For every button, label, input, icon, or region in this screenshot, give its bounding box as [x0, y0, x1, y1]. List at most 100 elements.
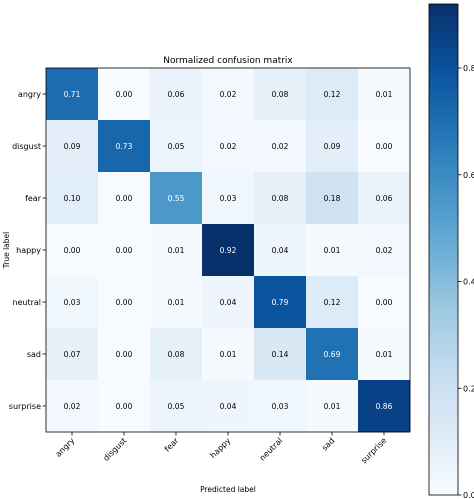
heatmap-cell	[306, 380, 359, 433]
cell-value-label: 0.03	[64, 298, 81, 307]
cell-value-label: 0.86	[376, 402, 393, 411]
x-tick-label: angry	[54, 436, 77, 459]
cell-value-label: 0.06	[168, 90, 185, 99]
cell-value-label: 0.05	[168, 142, 185, 151]
cell-value-label: 0.04	[220, 402, 237, 411]
cell-value-label: 0.00	[116, 350, 133, 359]
cell-value-label: 0.04	[220, 298, 237, 307]
x-tick-label: sad	[320, 436, 336, 452]
cell-value-label: 0.01	[324, 246, 341, 255]
heatmap-cell	[46, 172, 99, 225]
x-axis-label: Predicted label	[200, 485, 256, 494]
heatmap-cell	[254, 224, 307, 277]
cell-value-label: 0.02	[220, 142, 237, 151]
cell-value-label: 0.09	[324, 142, 341, 151]
cell-value-label: 0.00	[116, 90, 133, 99]
y-tick-label: happy	[16, 246, 41, 255]
heatmap-cell	[358, 68, 411, 121]
heatmap-cell	[46, 328, 99, 381]
cell-value-label: 0.01	[220, 350, 237, 359]
cell-value-label: 0.10	[64, 194, 81, 203]
heatmap-cell	[358, 224, 411, 277]
cell-value-label: 0.00	[64, 246, 81, 255]
cell-value-label: 0.05	[168, 402, 185, 411]
heatmap-cell	[306, 172, 359, 225]
cell-value-label: 0.92	[220, 246, 237, 255]
cell-value-label: 0.55	[168, 194, 185, 203]
heatmap-cell	[254, 172, 307, 225]
heatmap-cell	[358, 276, 411, 329]
x-tick-label: neutral	[258, 436, 285, 463]
colorbar-tick-label: 0.6	[463, 171, 474, 180]
cell-value-label: 0.02	[272, 142, 289, 151]
cell-value-label: 0.03	[220, 194, 237, 203]
cell-value-label: 0.00	[116, 298, 133, 307]
colorbar-tick-label: 0.2	[463, 384, 474, 393]
heatmap-cell	[202, 380, 255, 433]
heatmap-cell	[98, 68, 151, 121]
y-axis-label: True label	[2, 232, 11, 269]
heatmap-cell	[46, 276, 99, 329]
x-tick-label: disgust	[102, 436, 129, 463]
heatmap-cell	[202, 68, 255, 121]
colorbar-tick-label: 0.4	[463, 278, 474, 287]
x-tick-label: fear	[163, 436, 181, 454]
cell-value-label: 0.02	[220, 90, 237, 99]
cell-value-label: 0.01	[168, 298, 185, 307]
heatmap-cell	[202, 224, 255, 277]
cell-value-label: 0.08	[272, 194, 289, 203]
heatmap-cell	[358, 120, 411, 173]
heatmap-cell	[150, 328, 203, 381]
heatmap-cell	[254, 328, 307, 381]
colorbar	[428, 3, 459, 496]
heatmap-cell	[358, 380, 411, 433]
heatmap-cell	[306, 224, 359, 277]
cell-value-label: 0.01	[376, 90, 393, 99]
heatmap-cell	[254, 276, 307, 329]
heatmap-cell	[46, 224, 99, 277]
cell-value-label: 0.03	[272, 402, 289, 411]
cell-value-label: 0.06	[376, 194, 393, 203]
heatmap-cell	[98, 120, 151, 173]
y-tick-label: angry	[18, 90, 41, 99]
cell-value-label: 0.71	[64, 90, 81, 99]
chart-title: Normalized confusion matrix	[163, 56, 293, 66]
cell-value-label: 0.01	[168, 246, 185, 255]
heatmap-cell	[150, 68, 203, 121]
heatmap-cell	[46, 120, 99, 173]
heatmap-cell	[202, 120, 255, 173]
cell-value-label: 0.01	[376, 350, 393, 359]
cell-value-label: 0.00	[116, 246, 133, 255]
heatmap-cell	[358, 172, 411, 225]
heatmap-cell	[98, 172, 151, 225]
heatmap-cell	[202, 172, 255, 225]
heatmap-cell	[254, 380, 307, 433]
cell-value-label: 0.12	[324, 298, 341, 307]
cell-value-label: 0.09	[64, 142, 81, 151]
colorbar-tick-label: 0.0	[463, 491, 474, 499]
y-tick-label: sad	[27, 350, 41, 359]
heatmap-cell	[98, 224, 151, 277]
heatmap-cell	[46, 68, 99, 121]
heatmap-cell	[98, 328, 151, 381]
heatmap-cell	[150, 380, 203, 433]
heatmap-cell	[150, 120, 203, 173]
heatmap-cell	[306, 328, 359, 381]
cell-value-label: 0.14	[272, 350, 289, 359]
cell-value-label: 0.69	[324, 350, 341, 359]
cell-value-label: 0.04	[272, 246, 289, 255]
cell-value-label: 0.00	[376, 142, 393, 151]
cell-value-label: 0.12	[324, 90, 341, 99]
heatmap-cell	[150, 172, 203, 225]
y-tick-label: neutral	[12, 298, 41, 307]
heatmap-cell	[306, 276, 359, 329]
cell-value-label: 0.02	[64, 402, 81, 411]
cell-value-label: 0.00	[116, 402, 133, 411]
cell-value-label: 0.08	[272, 90, 289, 99]
heatmap-cell	[306, 68, 359, 121]
cell-value-label: 0.79	[272, 298, 289, 307]
heatmap-cell-labels: 0.71 0.00 0.06 0.02 0.08 0.12 0.01 0.09 0.73 0.05…	[64, 90, 393, 411]
heatmap-cell	[202, 328, 255, 381]
cell-value-label: 0.01	[324, 402, 341, 411]
